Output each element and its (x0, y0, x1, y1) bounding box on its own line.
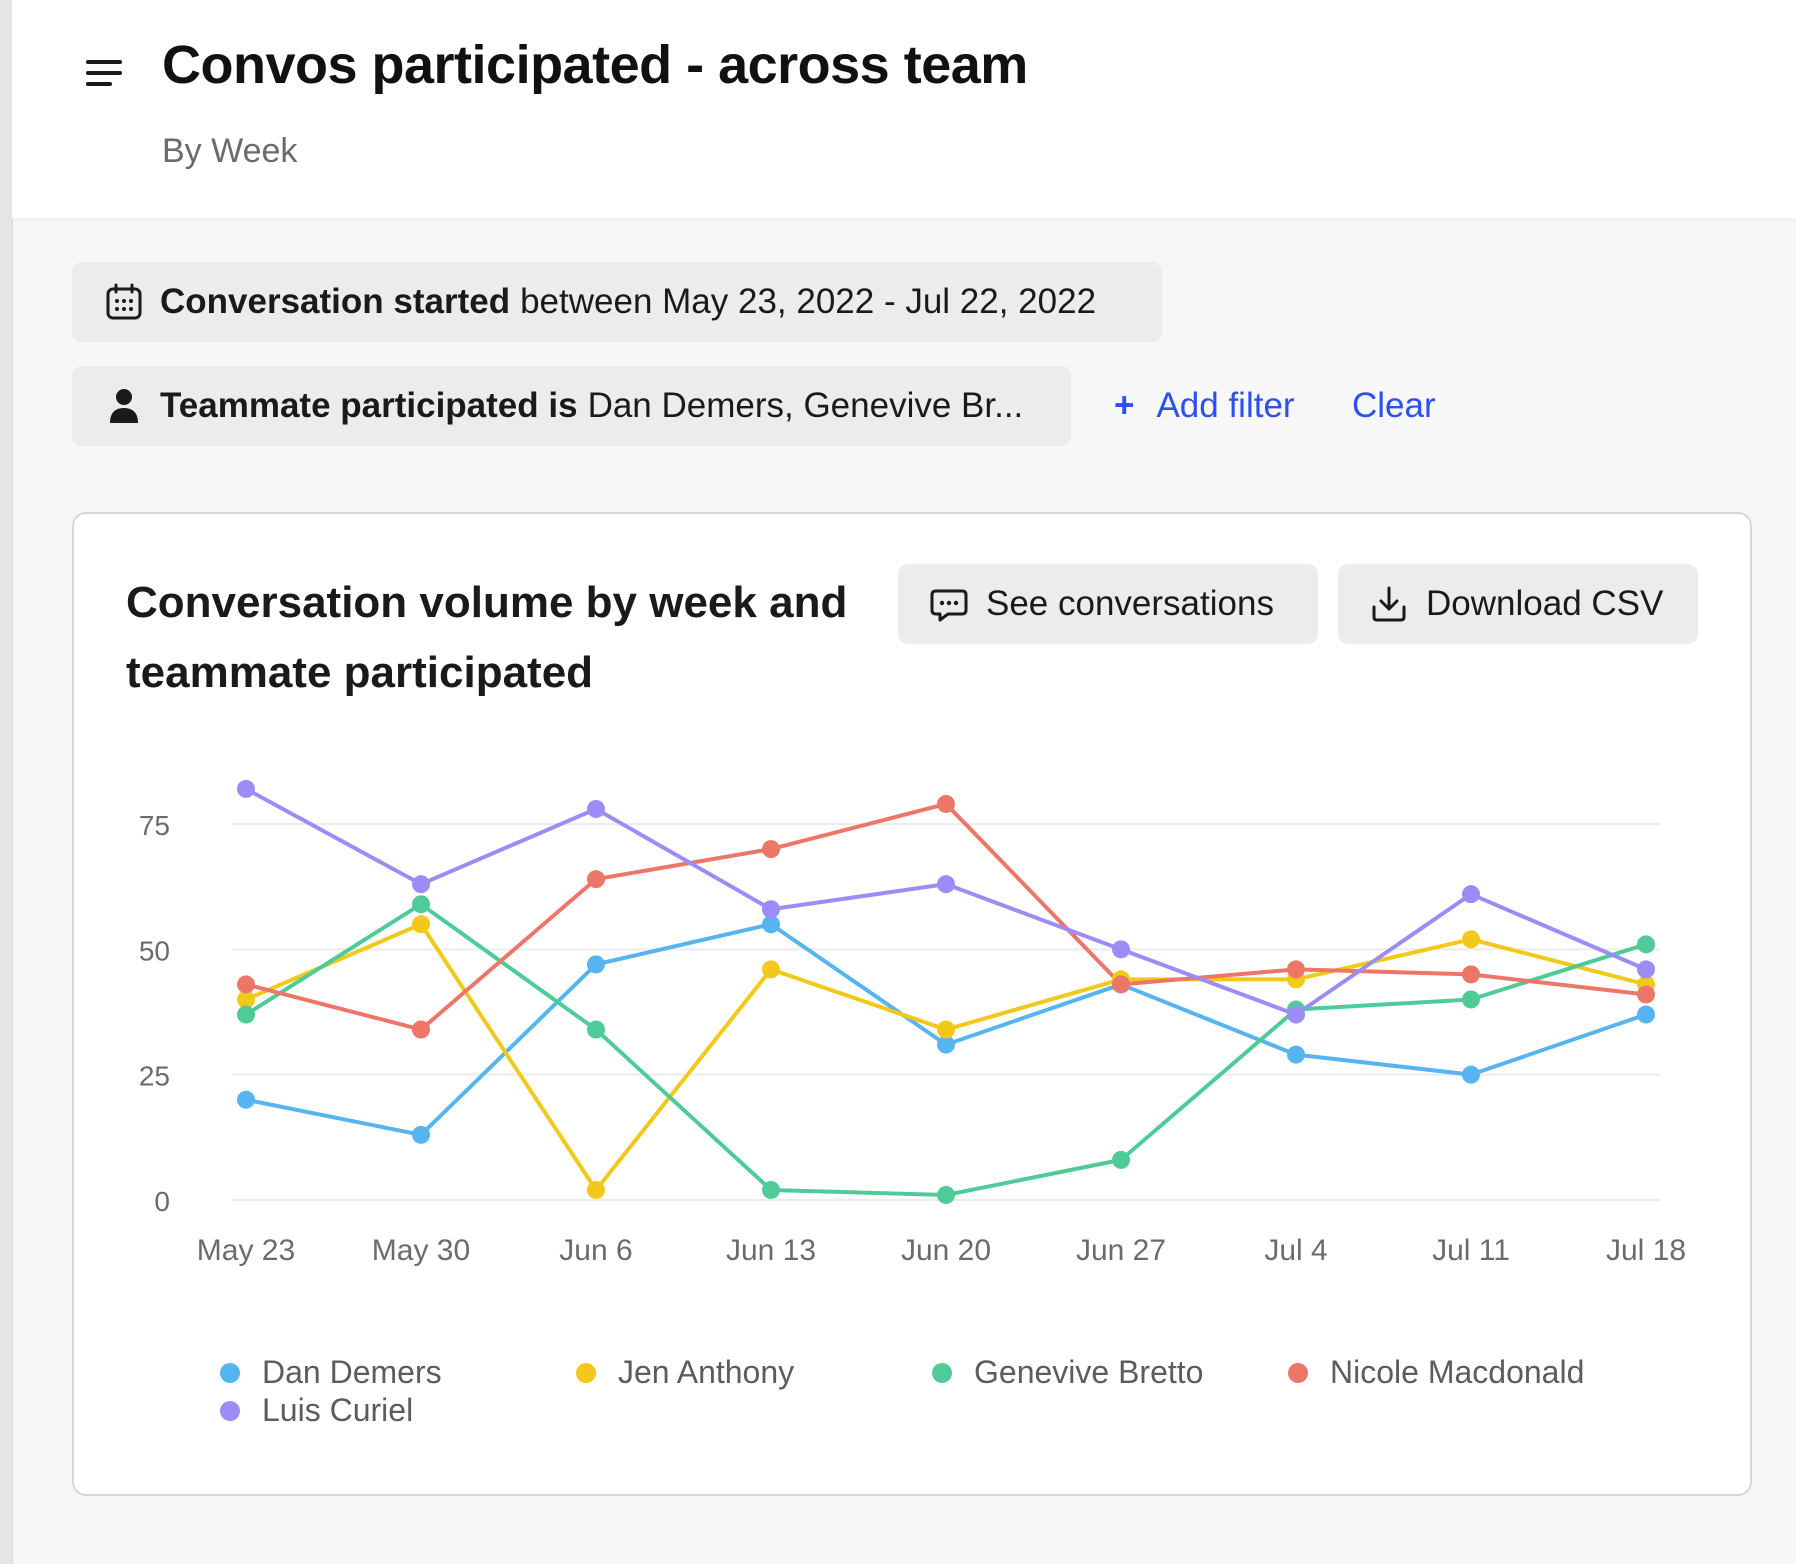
legend-label: Dan Demers (262, 1354, 442, 1390)
download-icon (1372, 586, 1406, 622)
download-csv-label: Download CSV (1426, 584, 1664, 623)
data-point-nicole-macdonald (412, 1020, 430, 1039)
download-csv-button[interactable]: Download CSV (1338, 564, 1698, 644)
data-point-luis-curiel (762, 900, 780, 919)
add-filter-button[interactable]: + Add filter (1114, 386, 1295, 426)
data-point-luis-curiel (1287, 1005, 1305, 1024)
legend-label: Nicole Macdonald (1330, 1354, 1585, 1390)
data-point-nicole-macdonald (1112, 975, 1130, 994)
x-tick-label: Jul 4 (1264, 1234, 1327, 1267)
data-point-nicole-macdonald (1287, 960, 1305, 979)
date-filter-value: between May 23, 2022 - Jul 22, 2022 (520, 282, 1097, 321)
data-point-luis-curiel (937, 875, 955, 894)
data-point-jen-anthony (762, 960, 780, 979)
data-point-jen-anthony (412, 915, 430, 934)
legend-swatch (932, 1362, 952, 1383)
legend-swatch (220, 1362, 240, 1383)
legend-item[interactable]: Nicole Macdonald (1288, 1354, 1584, 1391)
y-tick-label: 50 (139, 935, 170, 966)
data-point-genevive-bretto (937, 1185, 955, 1204)
x-tick-label: May 23 (197, 1234, 295, 1267)
legend-item[interactable]: Genevive Bretto (932, 1354, 1203, 1391)
see-conversations-button[interactable]: See conversations (898, 564, 1318, 644)
data-point-dan-demers (937, 1035, 955, 1054)
line-chart: 0 25 50 75 May 23 May 30 Jun 6 Jun 13 Jun 20 Jun … (139, 779, 1686, 1267)
page-title: Convos participated - across team (162, 35, 1028, 95)
data-point-genevive-bretto (762, 1180, 780, 1199)
legend-swatch (576, 1362, 596, 1383)
legend-label: Genevive Bretto (974, 1354, 1204, 1390)
y-tick-label: 75 (139, 810, 170, 841)
data-point-nicole-macdonald (587, 870, 605, 889)
data-point-dan-demers (1637, 1005, 1655, 1024)
x-tick-label: Jun 27 (1076, 1234, 1166, 1267)
teammate-filter-chip[interactable]: Teammate participated is Dan Demers, Gene… (72, 366, 1071, 446)
data-point-dan-demers (762, 915, 780, 934)
data-point-jen-anthony (237, 990, 255, 1009)
data-point-nicole-macdonald (937, 794, 955, 813)
chart-card: Conversation volume by week and teammate… (72, 512, 1752, 1496)
x-tick-label: Jun 13 (726, 1234, 816, 1267)
data-point-genevive-bretto (237, 1005, 255, 1024)
data-point-luis-curiel (412, 875, 430, 894)
data-point-genevive-bretto (587, 1020, 605, 1039)
data-point-nicole-macdonald (762, 840, 780, 859)
data-point-luis-curiel (1112, 940, 1130, 959)
legend-label: Luis Curiel (262, 1392, 414, 1428)
x-tick-label: Jun 20 (901, 1234, 991, 1267)
chart-card-title: Conversation volume by week and teammate… (126, 578, 848, 697)
data-point-dan-demers (587, 955, 605, 974)
report-header: Convos participated - across team By Wee… (12, 0, 1796, 218)
data-point-nicole-macdonald (1637, 985, 1655, 1004)
page-subtitle: By Week (162, 132, 298, 170)
legend-swatch (220, 1400, 240, 1421)
data-point-dan-demers (412, 1125, 430, 1144)
data-point-dan-demers (237, 1090, 255, 1109)
person-icon (110, 389, 138, 423)
data-point-nicole-macdonald (237, 975, 255, 994)
data-point-nicole-macdonald (1462, 965, 1480, 984)
teammate-filter-value: Dan Demers, Genevive Br... (587, 386, 1024, 425)
plus-icon: + (1114, 386, 1135, 425)
clear-filters-button[interactable]: Clear (1352, 386, 1436, 425)
data-point-genevive-bretto (412, 895, 430, 914)
legend-item[interactable]: Jen Anthony (576, 1354, 794, 1391)
data-point-luis-curiel (1637, 960, 1655, 979)
y-tick-label: 25 (139, 1061, 170, 1092)
data-point-jen-anthony (1462, 930, 1480, 949)
date-filter-field: Conversation started (160, 282, 511, 321)
hamburger-menu-icon[interactable] (86, 56, 122, 90)
data-point-luis-curiel (1462, 885, 1480, 904)
teammate-filter-field: Teammate participated is (160, 386, 578, 425)
legend-item[interactable]: Dan Demers (220, 1354, 442, 1391)
x-tick-label: Jul 11 (1432, 1234, 1510, 1267)
data-point-dan-demers (1287, 1045, 1305, 1064)
x-tick-label: May 30 (372, 1234, 470, 1267)
data-point-luis-curiel (237, 779, 255, 798)
add-filter-label: Add filter (1156, 386, 1295, 425)
calendar-icon (106, 283, 142, 320)
x-tick-label: Jun 6 (559, 1234, 632, 1267)
data-point-jen-anthony (587, 1180, 605, 1199)
data-point-genevive-bretto (1637, 935, 1655, 954)
legend-label: Jen Anthony (618, 1354, 795, 1390)
series-line-jen-anthony (244, 922, 1648, 1192)
legend-item[interactable]: Luis Curiel (220, 1392, 413, 1429)
y-tick-label: 0 (154, 1186, 170, 1217)
chart-legend: Dan Demers Jen Anthony Genevive Bretto Nico… (220, 1354, 1620, 1444)
data-point-genevive-bretto (1112, 1150, 1130, 1169)
window-left-edge (0, 0, 13, 1564)
data-point-genevive-bretto (1462, 990, 1480, 1009)
data-point-dan-demers (1462, 1065, 1480, 1084)
see-conversations-label: See conversations (986, 584, 1274, 623)
data-point-luis-curiel (587, 799, 605, 818)
chat-bubble-icon (930, 589, 968, 622)
date-filter-chip[interactable]: Conversation started between May 23, 2022… (72, 262, 1162, 342)
data-point-jen-anthony (937, 1020, 955, 1039)
x-tick-label: Jul 18 (1606, 1234, 1686, 1267)
legend-swatch (1288, 1362, 1308, 1383)
